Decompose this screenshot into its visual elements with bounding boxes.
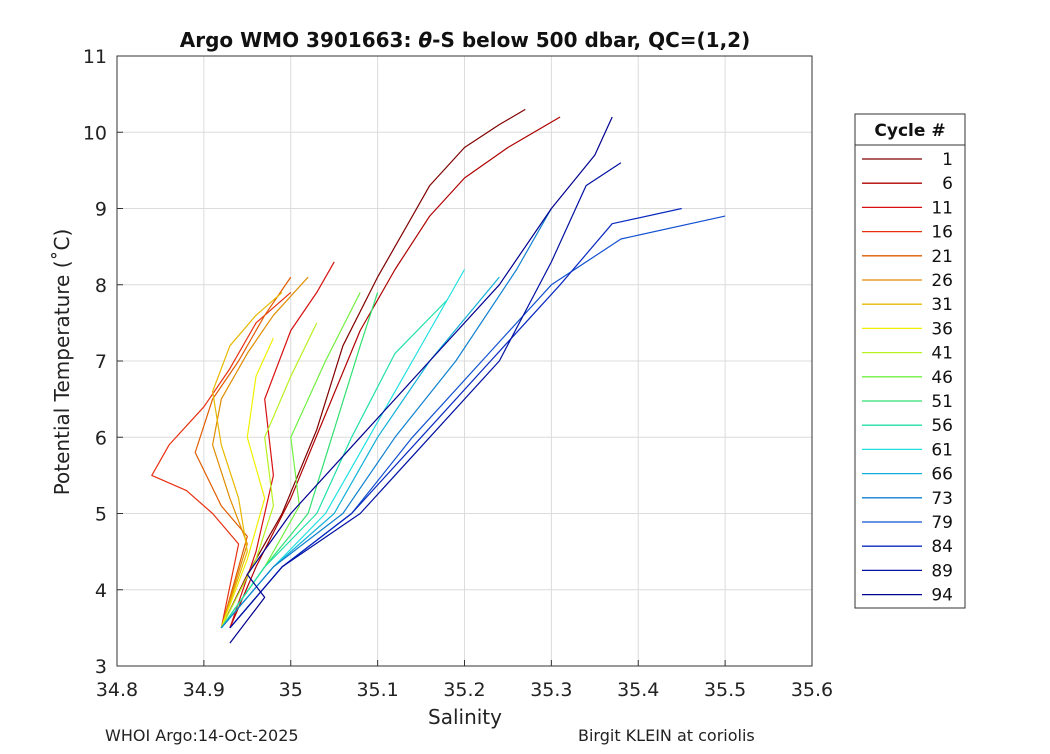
footer-left: WHOI Argo:14-Oct-2025 xyxy=(105,726,299,745)
legend-entry-label: 61 xyxy=(931,440,953,460)
series-line-cycle-56 xyxy=(220,299,448,629)
legend-entry-label: 51 xyxy=(931,392,953,412)
y-tick-label: 7 xyxy=(95,351,107,373)
y-tick-label: 10 xyxy=(83,122,107,144)
plot-area: 34.8 34.9 35 35.1 35.2 35.3 35.4 35.5 35.6 3 4 5 6 7 8… xyxy=(83,46,833,701)
legend-entry-label: 66 xyxy=(931,465,953,485)
x-tick-label: 35.5 xyxy=(704,679,746,701)
legend-entry-label: 26 xyxy=(931,271,953,291)
x-tick-label: 34.9 xyxy=(183,679,225,701)
legend-entry-label: 89 xyxy=(931,561,953,581)
series-line-cycle-11 xyxy=(229,261,335,629)
series-line-cycle-89 xyxy=(229,162,622,629)
legend-entry-label: 79 xyxy=(931,513,953,533)
y-tick-label: 5 xyxy=(95,504,107,526)
legend-entry-label: 46 xyxy=(931,368,953,388)
footer-right: Birgit KLEIN at coriolis xyxy=(578,726,755,745)
x-tick-label: 35.6 xyxy=(791,679,833,701)
legend-entry-label: 31 xyxy=(931,295,953,315)
legend-entry-label: 84 xyxy=(931,537,953,557)
y-tick-label: 4 xyxy=(95,580,107,602)
y-tick-label: 9 xyxy=(95,199,107,221)
y-tick-label: 8 xyxy=(95,275,107,297)
x-tick-label: 35.1 xyxy=(356,679,398,701)
legend-entry-label: 41 xyxy=(931,344,953,364)
legend-entry-label: 73 xyxy=(931,489,953,509)
legend-entry-label: 56 xyxy=(931,416,953,436)
legend: Cycle #161116212631364146515661667379848… xyxy=(854,113,966,609)
legend-entry-label: 36 xyxy=(931,319,953,339)
y-tick-label: 11 xyxy=(83,46,107,68)
legend-entry-label: 16 xyxy=(931,223,953,243)
y-tick-label: 6 xyxy=(95,427,107,449)
series-line-cycle-94 xyxy=(229,116,613,644)
x-axis-label: Salinity xyxy=(428,705,502,729)
legend-entry-label: 94 xyxy=(931,586,953,606)
x-tick-label: 35 xyxy=(279,679,303,701)
plot-frame xyxy=(116,55,813,667)
x-tick-label: 35.3 xyxy=(530,679,572,701)
series-line-cycle-31 xyxy=(212,291,283,629)
legend-entry-label: 11 xyxy=(931,198,953,218)
series-line-cycle-84 xyxy=(229,207,682,629)
legend-box xyxy=(854,113,966,609)
legend-entry-label: 6 xyxy=(942,174,953,194)
series-line-cycle-36 xyxy=(220,337,274,629)
x-tick-label: 35.4 xyxy=(617,679,659,701)
series-line-cycle-1 xyxy=(220,108,526,629)
legend-entry-label: 21 xyxy=(931,247,953,267)
chart-title: Argo WMO 3901663: θ-S below 500 dbar, QC… xyxy=(180,28,750,52)
x-tick-label: 34.8 xyxy=(96,679,138,701)
series-line-cycle-6 xyxy=(229,116,561,629)
legend-entry-label: 1 xyxy=(942,150,953,170)
series-line-cycle-73 xyxy=(220,208,552,629)
x-tick-label: 35.2 xyxy=(443,679,485,701)
y-tick-label: 3 xyxy=(95,656,107,678)
series-line-cycle-16 xyxy=(151,291,292,629)
legend-title: Cycle # xyxy=(874,121,945,141)
y-axis-label: Potential Temperature (˚C) xyxy=(50,229,74,496)
